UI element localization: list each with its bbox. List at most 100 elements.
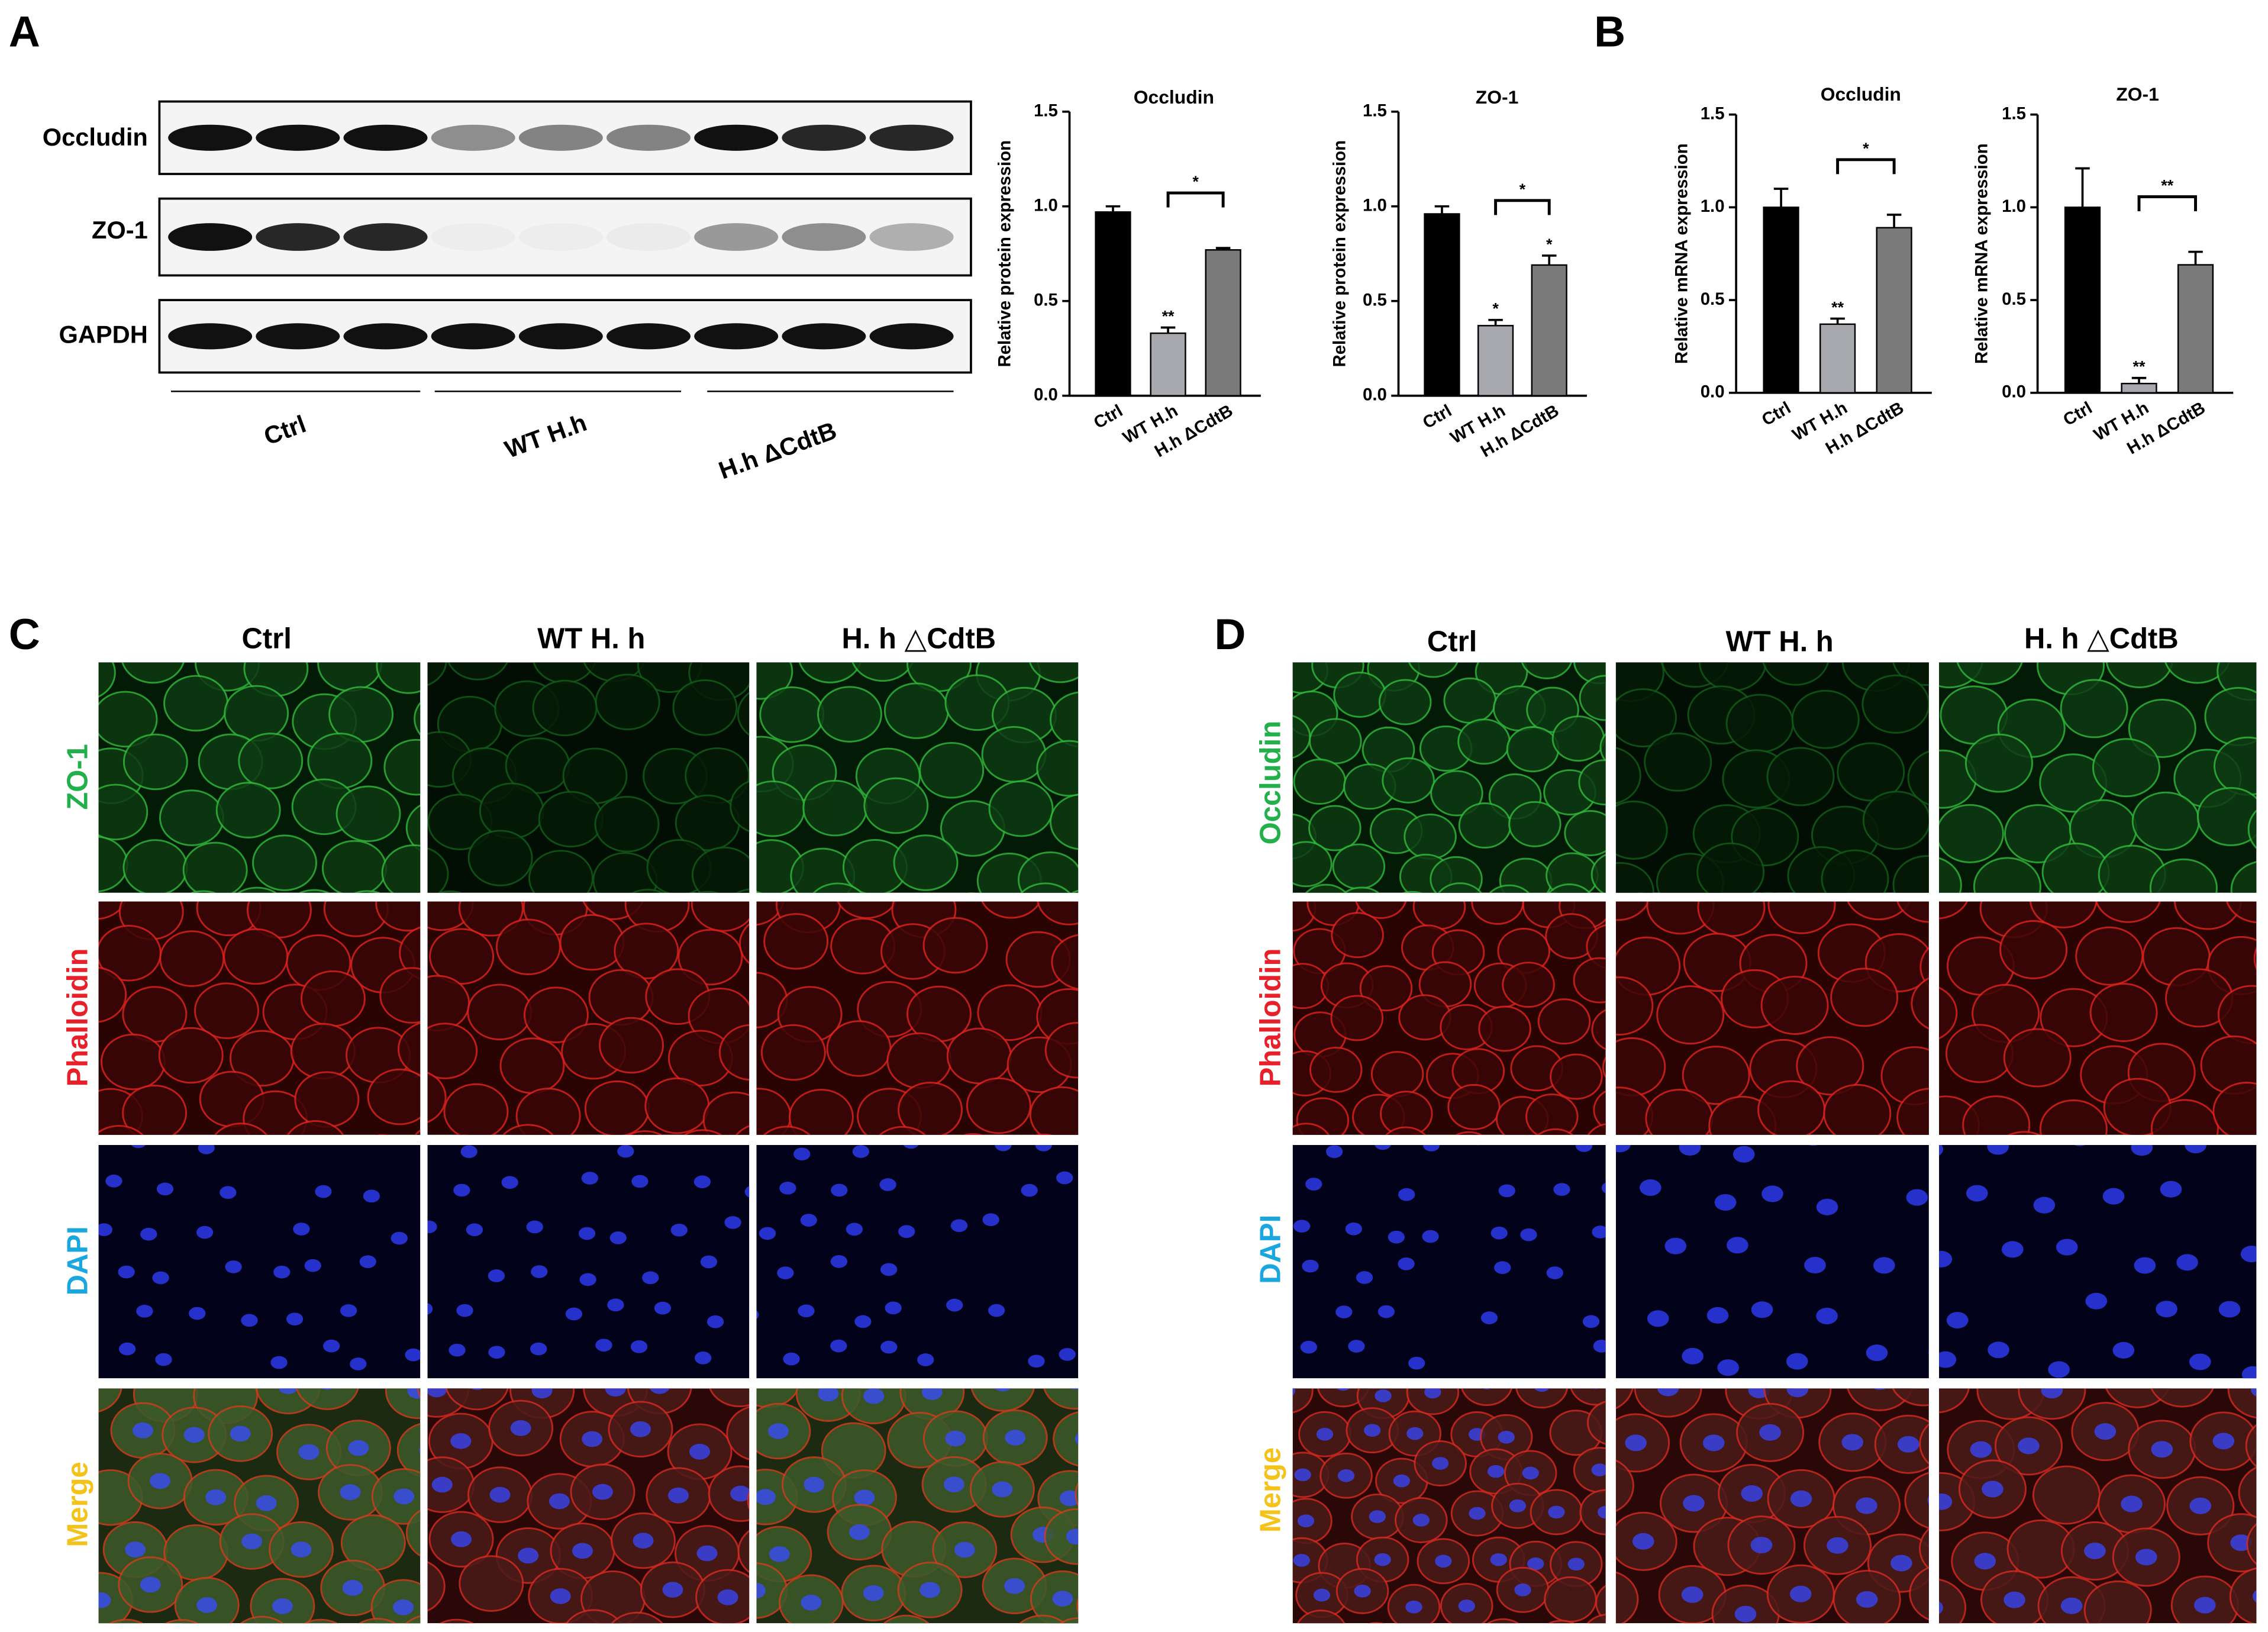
nucleus xyxy=(205,1489,227,1505)
nucleus xyxy=(131,1144,146,1149)
nucleus xyxy=(156,1182,174,1196)
micrograph xyxy=(1939,1144,2257,1379)
cell xyxy=(2246,1523,2257,1566)
cell xyxy=(1385,1625,1436,1632)
cell xyxy=(405,804,421,852)
nucleus xyxy=(2048,1361,2070,1378)
nucleus xyxy=(1408,1356,1425,1370)
nucleus xyxy=(724,1216,741,1229)
nucleus xyxy=(431,1476,453,1493)
cell xyxy=(1088,627,1151,682)
cell xyxy=(1037,901,1079,925)
nucleus xyxy=(1422,1144,1440,1152)
nucleus xyxy=(2001,1241,2024,1258)
nucleus xyxy=(1890,1554,1912,1572)
nucleus xyxy=(1115,1383,1131,1396)
nucleus xyxy=(1681,1586,1704,1603)
nucleus xyxy=(779,1181,796,1195)
cell xyxy=(182,841,248,893)
nucleus xyxy=(1124,1351,1140,1364)
nucleus xyxy=(1733,1146,1755,1163)
nucleus xyxy=(2194,1596,2216,1614)
cell xyxy=(595,673,660,731)
nucleus xyxy=(1717,1359,1739,1376)
cell xyxy=(1939,1578,1967,1624)
cell xyxy=(459,1555,524,1612)
nucleus xyxy=(579,1273,596,1286)
cell xyxy=(98,1125,144,1135)
cell xyxy=(1537,1128,1574,1135)
cell xyxy=(1506,726,1560,773)
micrograph xyxy=(1615,1144,1929,1379)
nucleus xyxy=(1406,1427,1424,1440)
nucleus xyxy=(530,1342,547,1356)
cell xyxy=(981,725,1047,783)
nucleus xyxy=(1300,1340,1318,1354)
nucleus xyxy=(1059,1348,1076,1361)
cell xyxy=(2092,738,2160,798)
blot-band xyxy=(694,124,779,151)
cell xyxy=(122,1085,188,1135)
nucleus xyxy=(1808,1144,1818,1146)
nucleus xyxy=(1592,1388,1599,1389)
nucleus xyxy=(898,1225,915,1238)
nucleus xyxy=(1377,1305,1395,1318)
column-header: Ctrl xyxy=(1427,625,1477,657)
cell xyxy=(1091,1078,1154,1133)
nucleus xyxy=(1498,1184,1515,1198)
nucleus xyxy=(1598,1505,1606,1519)
nucleus xyxy=(1816,1307,1838,1325)
cell xyxy=(826,1020,892,1077)
nucleus xyxy=(662,1582,683,1598)
nucleus xyxy=(2094,1423,2117,1440)
cell xyxy=(396,1423,421,1478)
nucleus xyxy=(1970,1441,1992,1458)
nucleus xyxy=(489,1486,511,1503)
nucleus xyxy=(1553,1183,1570,1196)
cell xyxy=(749,1627,812,1632)
nucleus xyxy=(617,1144,634,1158)
nucleus xyxy=(1928,1350,1929,1356)
nucleus xyxy=(1873,1388,1886,1390)
nucleus xyxy=(183,1427,205,1443)
nucleus xyxy=(1297,1514,1315,1528)
nucleus xyxy=(1644,1627,1660,1632)
cell xyxy=(1837,742,1905,802)
cell xyxy=(1017,851,1079,893)
nucleus xyxy=(189,1307,206,1320)
chart-title: ZO-1 xyxy=(2116,83,2159,105)
nucleus xyxy=(348,1440,369,1456)
nucleus xyxy=(1866,1344,1888,1362)
cell xyxy=(2018,1388,2086,1420)
blot-band xyxy=(518,323,603,350)
cell xyxy=(108,1618,144,1624)
nucleus xyxy=(880,1340,898,1354)
cell xyxy=(1525,1093,1579,1135)
cell xyxy=(1586,1401,1606,1445)
nucleus xyxy=(1734,1605,1757,1623)
nucleus xyxy=(1498,1430,1515,1444)
nucleus xyxy=(230,1425,251,1442)
nucleus xyxy=(572,1543,593,1559)
nucleus xyxy=(98,1223,113,1236)
blot-band xyxy=(168,323,253,350)
cell xyxy=(1564,810,1606,856)
cell xyxy=(1401,891,1422,893)
micrograph xyxy=(1292,1144,1606,1379)
nucleus xyxy=(1388,1230,1405,1244)
nucleus xyxy=(1683,1495,1705,1512)
y-tick-label: 0.0 xyxy=(2002,382,2026,402)
cell xyxy=(1292,1388,1314,1414)
nucleus xyxy=(849,1524,870,1540)
nucleus xyxy=(471,1388,483,1390)
nucleus xyxy=(272,1598,293,1614)
nucleus xyxy=(2084,1542,2106,1559)
nucleus xyxy=(633,1533,654,1549)
cell xyxy=(812,882,863,893)
blot-band xyxy=(694,223,779,251)
cell xyxy=(2173,901,2242,930)
nucleus xyxy=(852,1145,870,1158)
cell xyxy=(1579,675,1606,721)
nucleus xyxy=(1005,1430,1026,1446)
cell xyxy=(1454,1131,1483,1135)
